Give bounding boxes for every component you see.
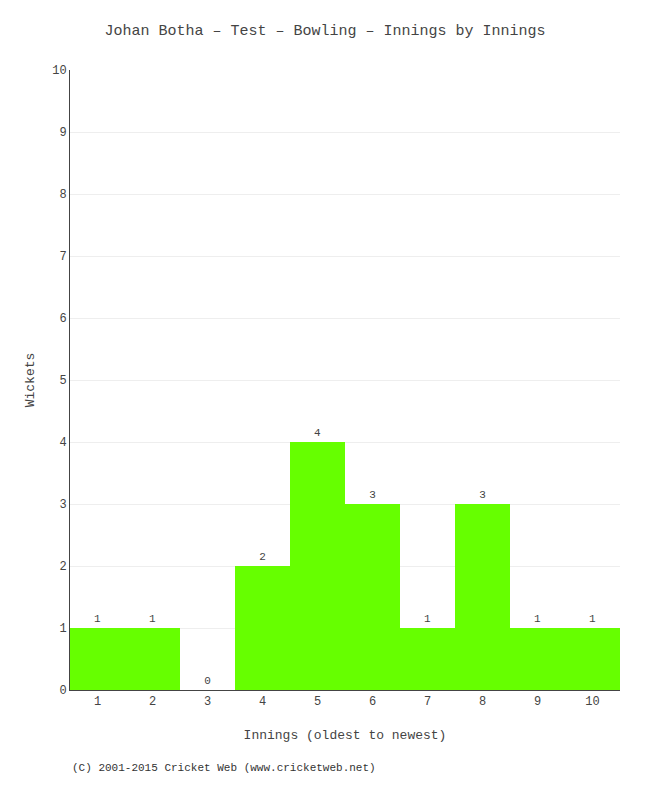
svg-text:4: 4 <box>314 427 321 439</box>
svg-text:0: 0 <box>59 684 66 698</box>
svg-text:10: 10 <box>585 695 599 709</box>
svg-text:3: 3 <box>479 489 486 501</box>
svg-text:2: 2 <box>59 560 66 574</box>
svg-text:6: 6 <box>59 312 66 326</box>
svg-text:7: 7 <box>424 695 431 709</box>
svg-text:Johan Botha – Test – Bowling –: Johan Botha – Test – Bowling – Innings b… <box>104 23 545 40</box>
svg-text:4: 4 <box>259 695 266 709</box>
svg-text:8: 8 <box>479 695 486 709</box>
svg-text:1: 1 <box>59 622 66 636</box>
svg-text:(C) 2001-2015 Cricket Web (www: (C) 2001-2015 Cricket Web (www.cricketwe… <box>72 762 376 774</box>
svg-text:2: 2 <box>149 695 156 709</box>
svg-text:9: 9 <box>59 126 66 140</box>
svg-text:1: 1 <box>424 613 431 625</box>
svg-text:3: 3 <box>204 695 211 709</box>
svg-text:6: 6 <box>369 695 376 709</box>
svg-text:3: 3 <box>369 489 376 501</box>
svg-text:0: 0 <box>204 675 211 687</box>
svg-text:Wickets: Wickets <box>23 353 38 408</box>
svg-text:Innings (oldest to newest): Innings (oldest to newest) <box>244 728 447 743</box>
svg-text:1: 1 <box>589 613 596 625</box>
svg-text:10: 10 <box>52 64 66 78</box>
svg-text:1: 1 <box>94 613 101 625</box>
svg-text:3: 3 <box>59 498 66 512</box>
svg-text:5: 5 <box>59 374 66 388</box>
svg-text:5: 5 <box>314 695 321 709</box>
svg-text:1: 1 <box>94 695 101 709</box>
svg-text:9: 9 <box>534 695 541 709</box>
svg-text:7: 7 <box>59 250 66 264</box>
svg-text:2: 2 <box>259 551 266 563</box>
svg-text:4: 4 <box>59 436 66 450</box>
svg-text:1: 1 <box>149 613 156 625</box>
svg-text:1: 1 <box>534 613 541 625</box>
svg-text:8: 8 <box>59 188 66 202</box>
